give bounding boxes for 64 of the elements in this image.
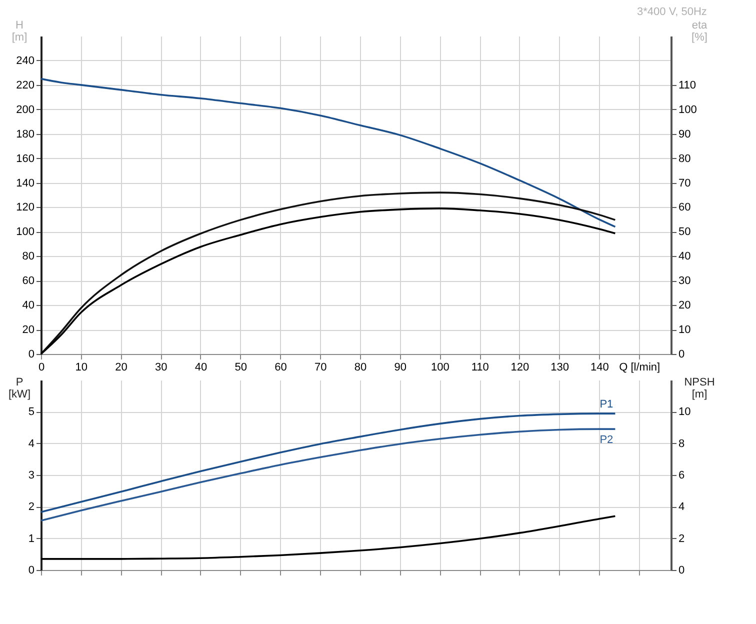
y-tick-label: 180: [16, 128, 34, 140]
y2-tick-label: 100: [678, 104, 697, 116]
x-tick-label: 30: [154, 362, 168, 374]
x-tick-label: 60: [274, 362, 287, 374]
y2-tick-label: 20: [678, 300, 691, 312]
y2-tick-label: 40: [678, 250, 691, 263]
x-tick-label: 100: [431, 362, 450, 374]
y2-axis-title: eta [%]: [692, 20, 708, 44]
x-tick-label: 110: [471, 362, 489, 374]
x-tick-label: 70: [314, 362, 327, 374]
y2-tick-label: 2: [678, 532, 685, 545]
x-tick-label: 140: [590, 362, 609, 374]
x-tick-label: Q [l/min]: [619, 362, 660, 374]
y-tick-label: 20: [22, 324, 34, 336]
x-tick-label: 40: [194, 362, 208, 374]
y-tick-label: 100: [16, 226, 34, 238]
series-label: P2: [600, 434, 614, 446]
y-tick-label: 0: [28, 564, 34, 576]
y-axis-title: P [kW]: [8, 376, 30, 400]
y2-tick-label: 6: [678, 470, 685, 482]
y2-tick-label: 50: [678, 226, 691, 238]
y2-tick-label: 0: [678, 564, 685, 576]
y-tick-label: 160: [16, 152, 34, 165]
y2-tick-label: 30: [678, 275, 691, 288]
y2-tick-label: 10: [678, 324, 691, 336]
y-tick-label: 0: [28, 348, 34, 360]
y-tick-label: 3: [28, 470, 34, 482]
y2-tick-label: 90: [678, 128, 691, 140]
line-series: [40, 412, 616, 513]
x-tick-label: 90: [394, 362, 406, 374]
y2-tick-label: 70: [678, 177, 691, 190]
y-tick-label: 140: [16, 177, 34, 190]
y-tick-label: 5: [28, 406, 34, 418]
series-label: P1: [600, 398, 614, 411]
y2-tick-label: 10: [678, 406, 691, 418]
x-tick-label: 10: [75, 362, 88, 374]
y2-tick-label: 4: [678, 501, 685, 514]
line-series: [40, 78, 616, 228]
y2-tick-label: 110: [678, 79, 696, 92]
y2-tick-label: 60: [678, 202, 691, 214]
chart-title: 3*400 V, 50Hz: [637, 6, 707, 18]
y2-tick-label: 0: [678, 348, 685, 360]
y-tick-label: 220: [16, 79, 34, 92]
y-tick-label: 120: [16, 202, 34, 214]
y-tick-label: 2: [28, 501, 34, 514]
y2-tick-label: 80: [678, 152, 691, 165]
y-tick-label: 200: [16, 104, 34, 116]
y-tick-label: 4: [28, 438, 34, 450]
line-series: [40, 428, 616, 522]
x-tick-label: 80: [354, 362, 367, 374]
y2-axis-title: NPSH [m]: [684, 376, 715, 400]
x-tick-label: 130: [550, 362, 570, 374]
x-tick-label: 50: [234, 362, 247, 374]
y-tick-label: 60: [22, 275, 34, 288]
x-tick-label: 20: [115, 362, 128, 374]
y-tick-label: 1: [28, 532, 34, 545]
x-tick-label: 120: [510, 362, 530, 374]
y-tick-label: 240: [16, 54, 34, 67]
line-series: [40, 515, 616, 560]
y-tick-label: 40: [22, 300, 34, 312]
y-tick-label: 80: [22, 250, 34, 263]
x-tick-label: 0: [38, 362, 45, 374]
y-axis-title: H [m]: [12, 20, 28, 44]
y2-tick-label: 8: [678, 438, 685, 450]
